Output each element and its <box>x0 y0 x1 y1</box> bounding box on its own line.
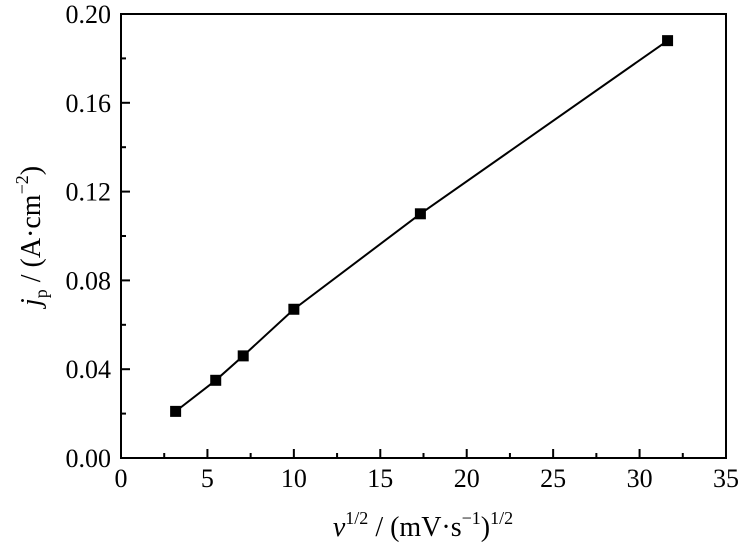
x-axis-ticks: 0 5 10 15 20 25 30 35 <box>115 449 739 493</box>
series-layer <box>170 35 674 417</box>
x-axis-title-close: ) <box>481 512 490 543</box>
x-axis-title-inner-exp: −1 <box>462 508 481 528</box>
x-tick-label: 25 <box>540 464 566 493</box>
x-axis-title-sep: / (mV·s <box>368 512 461 543</box>
y-axis-title-j: j <box>16 298 47 309</box>
y-tick-label: 0.08 <box>66 266 112 295</box>
x-axis-title-v-exp: 1/2 <box>345 508 368 528</box>
y-axis-title-unit: / (A·cm <box>16 194 47 289</box>
y-axis-title-close: ) <box>16 166 47 175</box>
y-axis-ticks: 0.00 0.04 0.08 0.12 0.16 0.20 <box>66 0 130 473</box>
x-tick-label: 35 <box>713 464 739 493</box>
y-tick-label: 0.00 <box>66 444 112 473</box>
x-axis-title-outer-exp: 1/2 <box>490 508 513 528</box>
x-tick-label: 20 <box>454 464 480 493</box>
y-tick-label: 0.20 <box>66 0 112 29</box>
plot-frame <box>120 13 727 459</box>
data-point <box>662 35 674 47</box>
data-point <box>237 350 249 362</box>
y-tick-label: 0.16 <box>66 89 112 118</box>
y-axis-title-j-sub: p <box>31 289 51 298</box>
x-tick-label: 30 <box>627 464 653 493</box>
data-point <box>170 405 182 417</box>
y-axis-title: jp / (A·cm−2) <box>12 166 51 309</box>
data-point <box>210 374 222 386</box>
x-tick-label: 0 <box>115 464 128 493</box>
y-tick-label: 0.12 <box>66 178 112 207</box>
data-point <box>414 208 426 220</box>
x-axis-title: v1/2 / (mV·s−1)1/2 <box>333 508 513 543</box>
x-tick-label: 15 <box>367 464 393 493</box>
series-line <box>175 39 669 413</box>
x-tick-label: 5 <box>201 464 214 493</box>
x-tick-label: 10 <box>281 464 307 493</box>
y-tick-label: 0.04 <box>66 355 112 384</box>
x-axis-title-v: v <box>333 512 346 543</box>
data-point <box>288 303 300 315</box>
y-axis-title-unit-exp: −2 <box>12 175 32 194</box>
